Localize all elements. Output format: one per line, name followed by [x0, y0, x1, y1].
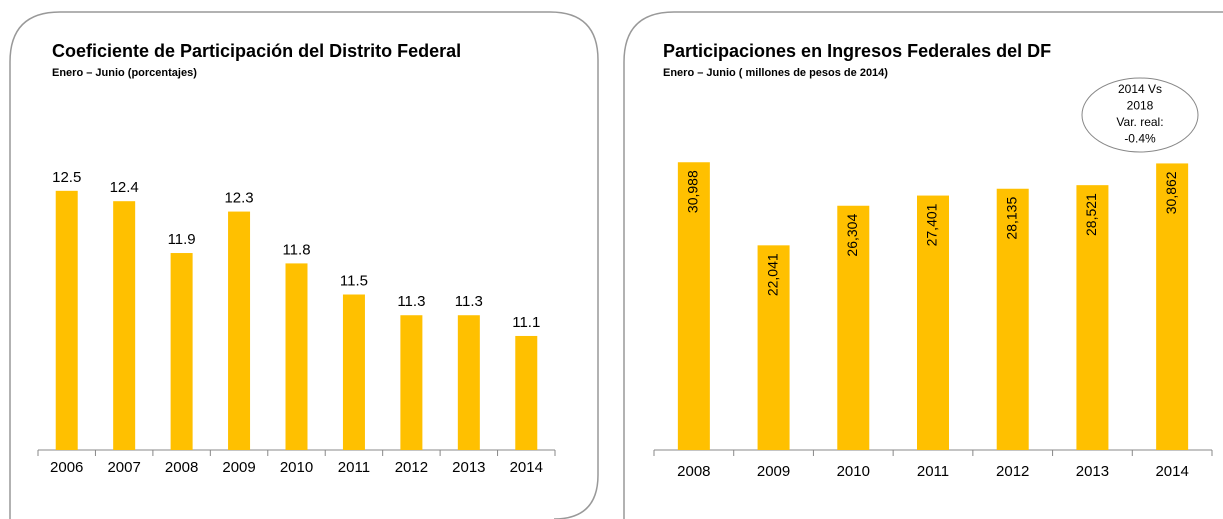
bar	[228, 211, 251, 450]
annotation-text: 2014 Vs	[1118, 82, 1162, 96]
x-tick-label: 2013	[1076, 463, 1109, 480]
annotation-text: -0.4%	[1124, 132, 1156, 146]
x-tick-label: 2011	[917, 463, 949, 480]
bar	[757, 245, 790, 450]
data-label: 11.3	[455, 293, 483, 310]
data-label: 26,304	[844, 214, 860, 257]
data-label: 27,401	[924, 203, 940, 246]
data-label: 12.5	[52, 169, 81, 186]
x-tick-label: 2010	[837, 463, 870, 480]
data-label: 11.3	[397, 293, 425, 310]
bar	[285, 263, 308, 450]
bar	[1076, 185, 1109, 450]
x-tick-label: 2007	[107, 459, 140, 476]
data-label: 12.3	[224, 190, 253, 207]
annotation-text: Var. real:	[1116, 115, 1163, 129]
bar	[917, 195, 949, 450]
x-tick-label: 2011	[338, 459, 370, 476]
bar	[342, 294, 365, 450]
bar	[837, 205, 870, 450]
annotation-text: 2018	[1127, 99, 1154, 113]
x-tick-label: 2012	[395, 459, 428, 476]
chart-title: Coeficiente de Participación del Distrit…	[52, 41, 461, 61]
x-tick-label: 2012	[996, 463, 1029, 480]
x-tick-label: 2009	[757, 463, 790, 480]
annotation-bubble	[1081, 77, 1199, 153]
x-tick-label: 2008	[165, 459, 198, 476]
data-label: 11.8	[282, 241, 310, 258]
x-tick-label: 2014	[510, 459, 543, 476]
bar	[400, 315, 423, 450]
chart-title: Participaciones en Ingresos Federales de…	[663, 41, 1051, 61]
data-label: 30,862	[1163, 171, 1179, 214]
x-tick-label: 2008	[677, 463, 710, 480]
bar	[515, 335, 538, 450]
data-label: 11.1	[512, 314, 540, 331]
bar	[677, 162, 710, 451]
data-label: 28,521	[1083, 193, 1099, 236]
chart-subtitle: Enero – Junio (porcentajes)	[52, 67, 197, 79]
bar	[1156, 163, 1189, 450]
bar	[170, 253, 193, 450]
x-tick-label: 2009	[222, 459, 255, 476]
x-tick-label: 2013	[452, 459, 485, 476]
panel-border	[623, 11, 1223, 519]
data-label: 12.4	[110, 179, 139, 196]
bar	[996, 188, 1029, 450]
bar	[113, 201, 136, 450]
panel-border	[9, 11, 599, 519]
data-label: 28,135	[1003, 197, 1019, 240]
chart-subtitle: Enero – Junio ( millones de pesos de 201…	[663, 67, 888, 79]
data-label: 11.9	[168, 231, 196, 248]
bar	[457, 315, 480, 450]
data-label: 22,041	[764, 253, 780, 296]
x-tick-label: 2010	[280, 459, 313, 476]
x-tick-label: 2006	[50, 459, 83, 476]
x-tick-label: 2014	[1155, 463, 1188, 480]
data-label: 30,988	[685, 170, 701, 213]
bar	[55, 190, 78, 451]
data-label: 11.5	[340, 272, 368, 289]
